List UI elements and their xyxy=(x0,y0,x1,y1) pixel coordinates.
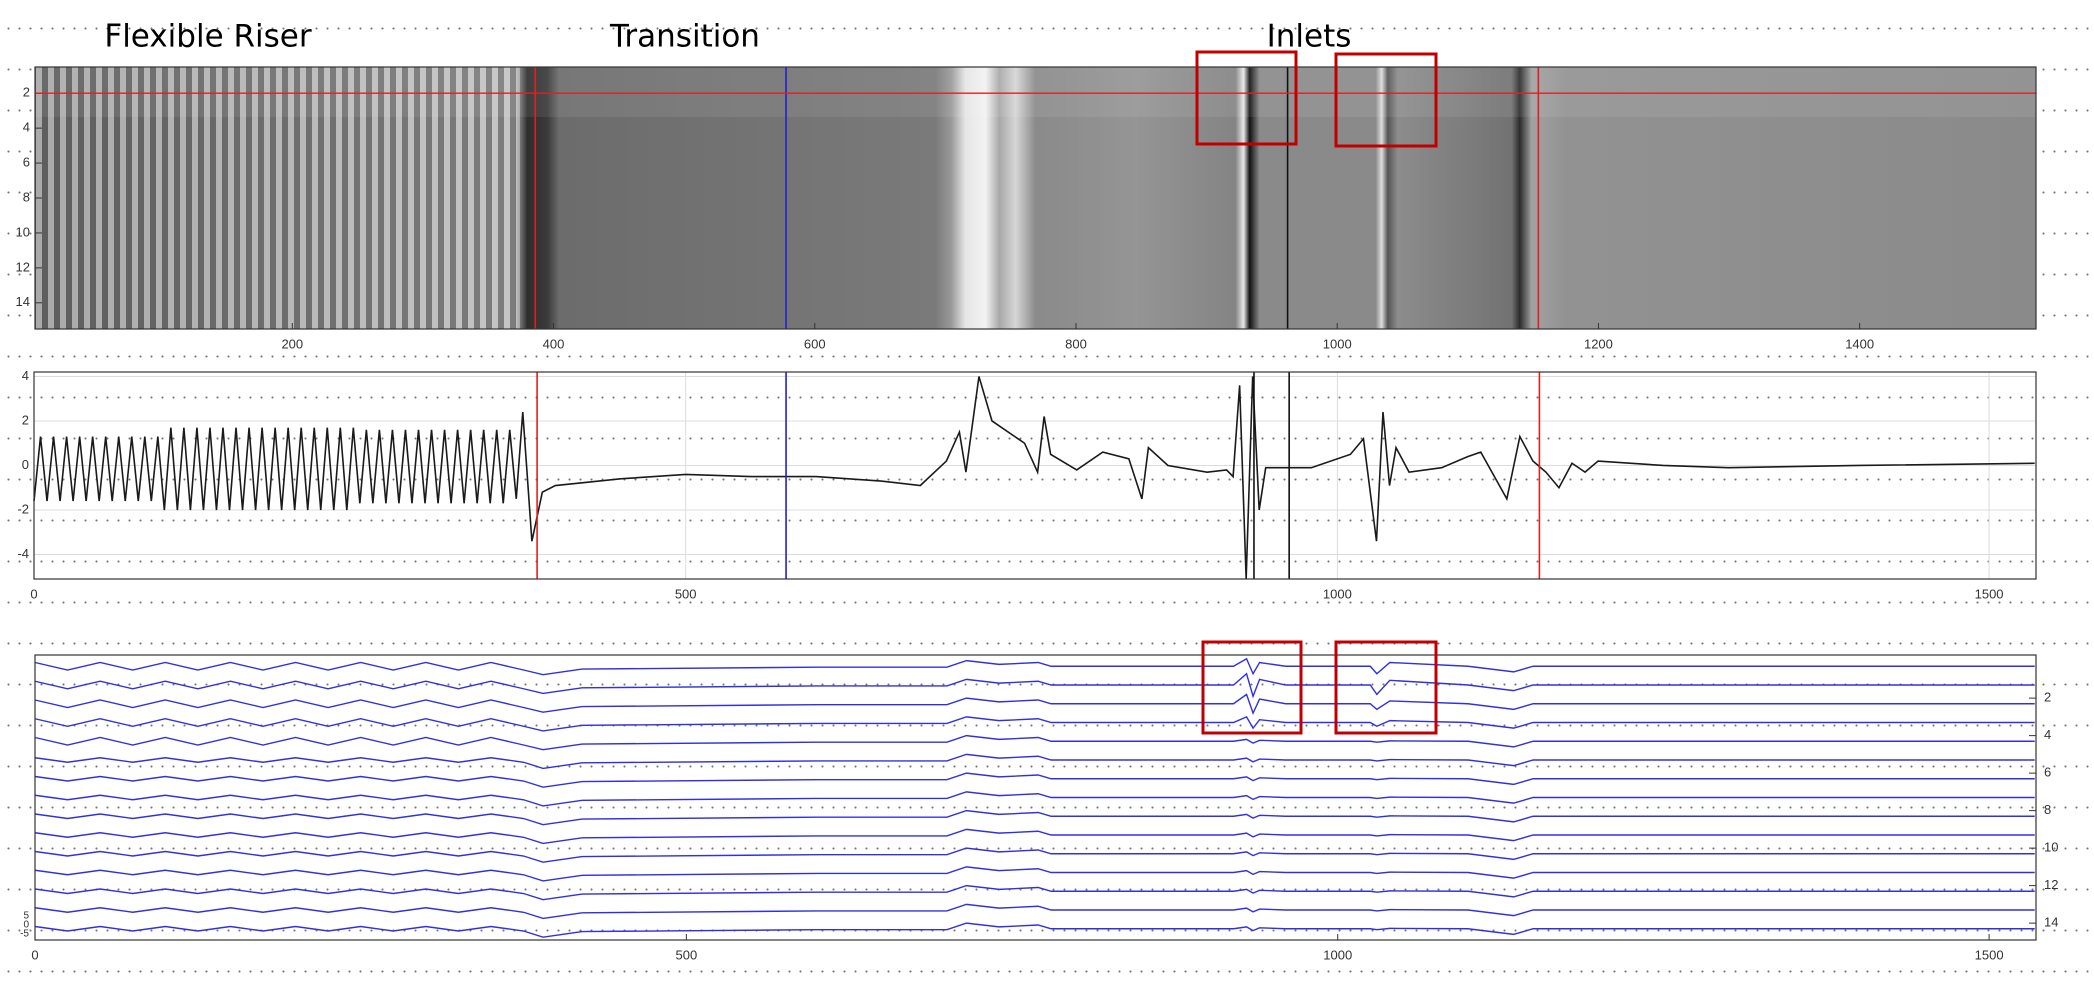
data-line xyxy=(34,791,2035,807)
data-line xyxy=(34,693,2035,715)
scale-label: -5 xyxy=(20,929,29,940)
data-line xyxy=(34,772,2035,788)
data-line xyxy=(34,753,2035,770)
highlight-box xyxy=(1195,50,1298,146)
y-tick-label: 2 xyxy=(22,412,29,427)
scale-label: 5 xyxy=(23,911,29,922)
x-tick-label: 1500 xyxy=(1975,586,2004,601)
y-tick-label: 14 xyxy=(2044,915,2058,930)
data-line xyxy=(34,734,2035,751)
x-tick-label: 500 xyxy=(676,947,698,962)
y-tick-label: -4 xyxy=(17,546,29,561)
plot-frame xyxy=(34,654,2037,941)
x-tick-label: 800 xyxy=(1065,336,1087,351)
y-tick-label: 6 xyxy=(2044,765,2051,780)
section-label: Inlets xyxy=(1267,19,1352,55)
y-tick-label: 0 xyxy=(22,457,29,472)
data-line xyxy=(34,922,2035,938)
data-line xyxy=(34,657,2035,676)
y-tick-label: 4 xyxy=(23,120,30,135)
x-tick-label: 1500 xyxy=(1975,947,2004,962)
y-tick-label: 4 xyxy=(22,368,29,383)
data-line xyxy=(34,847,2035,863)
plot-frame xyxy=(33,371,2037,580)
data-line xyxy=(34,809,2035,826)
data-line xyxy=(34,903,2035,920)
y-tick-label: 10 xyxy=(2044,840,2058,855)
data-line xyxy=(34,828,2035,845)
plot-frame xyxy=(34,66,2037,330)
heatmap-image xyxy=(35,67,2036,329)
x-tick-label: 1200 xyxy=(1584,336,1613,351)
y-tick-label: 12 xyxy=(2044,877,2058,892)
x-tick-label: 1000 xyxy=(1323,336,1352,351)
y-tick-label: 2 xyxy=(23,85,30,100)
x-tick-label: 0 xyxy=(30,586,37,601)
y-tick-label: -2 xyxy=(17,501,29,516)
x-tick-label: 500 xyxy=(675,586,697,601)
highlight-box xyxy=(1334,640,1438,735)
y-tick-label: 14 xyxy=(16,294,30,309)
x-tick-label: 200 xyxy=(281,336,303,351)
y-tick-label: 6 xyxy=(23,155,30,170)
x-tick-label: 0 xyxy=(31,947,38,962)
x-tick-label: 600 xyxy=(804,336,826,351)
y-tick-label: 4 xyxy=(2044,727,2051,742)
data-line xyxy=(34,884,2035,901)
x-tick-label: 400 xyxy=(543,336,565,351)
y-tick-label: 8 xyxy=(2044,802,2051,817)
data-line xyxy=(34,715,2035,732)
section-label: Flexible Riser xyxy=(104,19,312,55)
x-tick-label: 1400 xyxy=(1845,336,1874,351)
highlight-box xyxy=(1201,640,1303,735)
y-tick-label: 8 xyxy=(23,189,30,204)
y-tick-label: 10 xyxy=(16,224,30,239)
data-line xyxy=(33,376,2035,580)
scale-label: 0 xyxy=(23,920,29,931)
y-tick-label: 2 xyxy=(2044,690,2051,705)
section-label: Transition xyxy=(609,19,760,55)
x-tick-label: 1000 xyxy=(1323,947,1352,962)
x-tick-label: 1000 xyxy=(1323,586,1352,601)
highlight-box xyxy=(1334,52,1438,148)
y-tick-label: 12 xyxy=(16,259,30,274)
data-line xyxy=(34,866,2035,882)
data-line xyxy=(34,672,2035,699)
